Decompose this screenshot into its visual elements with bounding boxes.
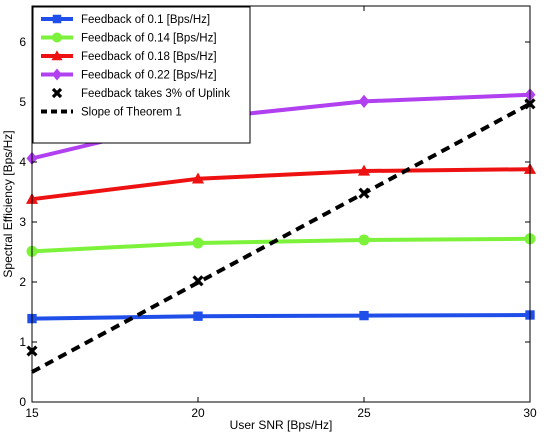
- series-point: [358, 234, 370, 246]
- legend-label: Feedback of 0.22 [Bps/Hz]: [81, 70, 217, 82]
- legend-swatch-marker: [52, 32, 62, 43]
- legend-label: Feedback of 0.14 [Bps/Hz]: [81, 33, 217, 45]
- slope-line: [31, 102, 531, 374]
- legend-swatch-marker: [51, 87, 63, 99]
- y-tick-label: 3: [19, 215, 26, 229]
- plot-frame: [31, 5, 531, 403]
- legend-swatch-marker: [52, 14, 62, 24]
- uplink-point: [358, 187, 370, 199]
- y-tick-label: 0: [19, 395, 26, 409]
- uplink-point: [192, 275, 204, 287]
- legend-label: Feedback of 0.18 [Bps/Hz]: [81, 51, 217, 63]
- legend-label: Feedback takes 3% of Uplink: [81, 88, 230, 100]
- y-tick-label: 2: [19, 275, 26, 289]
- series-point: [359, 310, 369, 321]
- legend-label: Feedback of 0.1 [Bps/Hz]: [81, 14, 210, 26]
- series-point: [192, 237, 204, 249]
- x-tick-label: 25: [357, 406, 371, 420]
- y-tick-label: 1: [19, 335, 26, 349]
- series-point: [193, 311, 203, 321]
- y-tick-label: 6: [19, 35, 26, 49]
- x-tick-label: 20: [191, 406, 205, 420]
- y-tick-label: 4: [19, 155, 26, 169]
- legend-label: Slope of Theorem 1: [81, 107, 182, 119]
- series-line: [31, 236, 531, 254]
- series-line: [31, 167, 531, 202]
- legend: Feedback of 0.1 [Bps/Hz] Feedback of 0.14…: [32, 6, 251, 144]
- x-axis-label: User SNR [Bps/Hz]: [230, 418, 333, 432]
- legend-swatch-marker: [52, 68, 62, 81]
- series-point: [358, 94, 370, 108]
- series-point: [357, 164, 371, 176]
- y-axis-label: Spectral Efficiency [Bps/Hz]: [1, 130, 15, 277]
- x-tick-label: 30: [523, 406, 537, 420]
- legend-swatch-marker: [51, 50, 63, 61]
- axis-ticks: 15 20 25 30 0 1 2 3 4 5 6: [19, 6, 537, 420]
- y-tick-label: 5: [19, 95, 26, 109]
- series-line: [31, 313, 531, 321]
- series-point: [191, 172, 205, 184]
- x-tick-label: 15: [25, 406, 39, 420]
